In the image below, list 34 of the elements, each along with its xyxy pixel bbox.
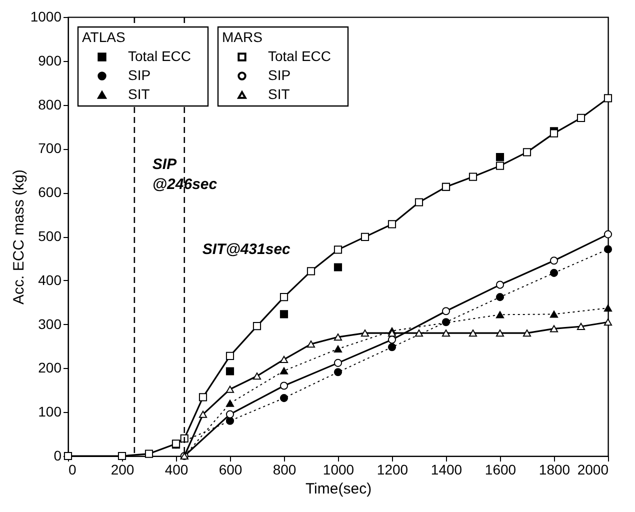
y-tick-label: 600 xyxy=(38,184,62,200)
x-tick-label: 1800 xyxy=(538,462,570,478)
x-tick-label: 600 xyxy=(218,462,242,478)
legend-label: SIP xyxy=(128,67,151,83)
y-axis-title: Acc. ECC mass (kg) xyxy=(10,169,28,305)
legend-label: Total ECC xyxy=(128,48,192,64)
ref-line-label: SIT@431sec xyxy=(202,241,292,258)
y-tick-label: 800 xyxy=(38,96,62,112)
x-tick-label: 2000 xyxy=(577,462,609,478)
y-tick-label: 100 xyxy=(38,404,62,420)
y-tick-label: 400 xyxy=(38,272,62,288)
legend-label: SIT xyxy=(268,86,290,102)
y-tick-label: 500 xyxy=(38,228,62,244)
x-axis-title: Time(sec) xyxy=(305,480,372,498)
y-tick-label: 0 xyxy=(54,448,62,464)
x-tick-label: 1600 xyxy=(484,462,516,478)
legend-label: Total ECC xyxy=(268,48,332,64)
y-tick-label: 900 xyxy=(38,52,62,68)
y-tick-label: 200 xyxy=(38,360,62,376)
annotation: ATLAS xyxy=(82,29,126,45)
legend-label: SIP xyxy=(268,67,291,83)
x-tick-label: 1000 xyxy=(322,462,354,478)
ref-line-label: SIP @246sec xyxy=(152,156,218,193)
x-tick-label: 200 xyxy=(110,462,134,478)
legend-label: SIT xyxy=(128,86,150,102)
y-tick-label: 300 xyxy=(38,316,62,332)
y-tick-label: 1000 xyxy=(30,8,62,24)
x-tick-label: 1400 xyxy=(430,462,462,478)
x-tick-label: 400 xyxy=(164,462,188,478)
x-tick-label: 1200 xyxy=(376,462,408,478)
y-tick-label: 700 xyxy=(38,140,62,156)
annotation: MARS xyxy=(222,29,262,45)
x-tick-label: 800 xyxy=(272,462,296,478)
x-tick-label: 0 xyxy=(68,462,76,478)
